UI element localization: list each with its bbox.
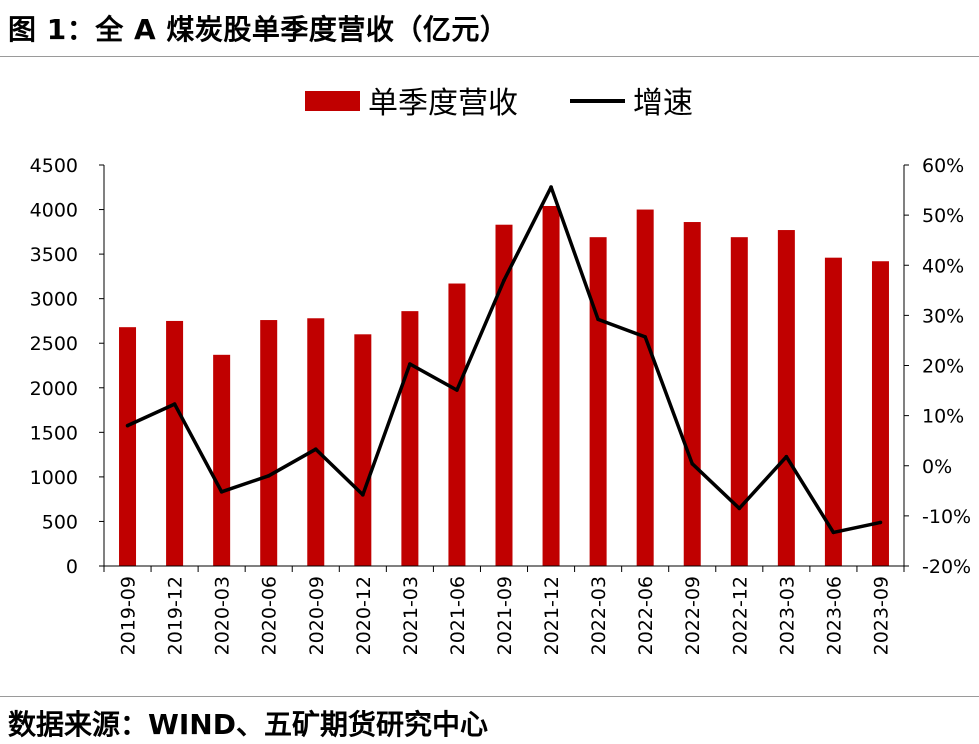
right-axis-tick-label: 40% — [922, 255, 964, 277]
x-axis-category-label: 2023-03 — [776, 576, 798, 655]
revenue-bar — [495, 224, 513, 566]
right-axis-tick-label: -20% — [922, 556, 971, 578]
growth-line-point — [502, 278, 506, 283]
x-axis-category-label: 2022-09 — [682, 576, 704, 655]
growth-line-point — [737, 506, 742, 511]
left-axis-tick-label: 0 — [66, 556, 78, 578]
revenue-bar — [636, 209, 654, 567]
x-axis-category-label: 2021-09 — [494, 576, 516, 655]
chart-legend: 单季度营收 增速 — [305, 86, 693, 121]
revenue-bar — [213, 354, 231, 566]
left-axis-tick-label: 500 — [42, 511, 78, 533]
right-axis-tick-label: 30% — [922, 305, 964, 327]
legend-swatch-revenue — [305, 91, 360, 111]
growth-line-point — [878, 520, 883, 525]
left-axis-tick-label: 1500 — [30, 422, 78, 444]
x-axis-category-label: 2022-12 — [729, 576, 751, 655]
x-axis-category-label: 2021-12 — [541, 576, 563, 655]
top-divider — [0, 56, 979, 57]
growth-line-point — [831, 530, 836, 535]
revenue-bars — [119, 205, 889, 567]
revenue-bar — [354, 334, 372, 566]
growth-line-point — [455, 388, 459, 392]
bottom-divider — [0, 696, 979, 697]
left-y-axis: 0 500 1000 1500 2000 2500 3000 3500 4000 4500 — [30, 155, 105, 578]
growth-line-point — [219, 490, 224, 494]
revenue-bar — [589, 237, 607, 566]
x-axis-category-label: 2019-12 — [165, 576, 187, 655]
source-note: 数据来源：WIND、五矿期货研究中心 — [8, 708, 488, 741]
revenue-bar — [542, 205, 560, 567]
right-axis-tick-label: -10% — [922, 506, 971, 528]
x-axis-category-label: 2020-03 — [212, 576, 234, 655]
right-axis-tick-label: 20% — [922, 356, 964, 378]
right-axis-tick-label: 60% — [922, 155, 964, 177]
x-axis-category-label: 2019-09 — [118, 576, 140, 655]
growth-line-point — [125, 423, 130, 428]
revenue-bar — [730, 237, 748, 566]
growth-line-point — [172, 402, 177, 406]
left-axis-tick-label: 1000 — [30, 467, 78, 489]
revenue-bar — [683, 222, 701, 566]
growth-line-point — [643, 335, 647, 339]
x-axis-category-label: 2020-06 — [259, 576, 281, 655]
left-axis-tick-label: 4000 — [30, 200, 78, 222]
growth-line-point — [408, 362, 412, 366]
right-axis-tick-label: 0% — [922, 456, 952, 478]
revenue-bar — [260, 320, 278, 566]
growth-line-series — [125, 185, 883, 535]
growth-line-point — [266, 473, 271, 478]
growth-line-point — [596, 317, 600, 322]
x-axis-category-label: 2023-06 — [823, 576, 845, 655]
revenue-bar — [777, 230, 795, 566]
x-axis: 2019-09 2019-12 2020-03 2020-06 2020-09 2020-… — [103, 565, 905, 655]
x-axis-category-label: 2021-03 — [400, 576, 422, 655]
revenue-bar — [166, 320, 184, 566]
revenue-bar — [307, 318, 325, 566]
growth-line-point — [361, 493, 365, 497]
revenue-bar — [401, 311, 419, 566]
revenue-bar — [824, 257, 842, 566]
legend-label-revenue: 单季度营收 — [368, 86, 518, 121]
revenue-bar — [119, 327, 137, 566]
figure-title: 图 1：全 A 煤炭股单季度营收（亿元） — [8, 13, 509, 46]
left-axis-tick-label: 4500 — [30, 155, 78, 177]
growth-line-point — [690, 461, 695, 466]
x-axis-category-label: 2020-09 — [306, 576, 328, 655]
right-y-axis: -20% -10% 0% 10% 20% 30% 40% 50% 60% — [903, 155, 971, 578]
legend-label-growth: 增速 — [633, 86, 693, 121]
growth-line-point — [313, 447, 318, 452]
left-axis-tick-label: 3000 — [30, 289, 78, 311]
x-axis-category-label: 2022-03 — [588, 576, 610, 655]
revenue-bar — [448, 283, 466, 566]
x-axis-category-label: 2020-12 — [353, 576, 375, 655]
growth-line-point — [549, 185, 553, 189]
growth-line-point — [784, 454, 789, 459]
x-axis-category-label: 2022-06 — [635, 576, 657, 655]
x-axis-category-label: 2021-06 — [447, 576, 469, 655]
right-axis-tick-label: 10% — [922, 406, 964, 428]
left-axis-tick-label: 2000 — [30, 378, 78, 400]
chart-canvas: 单季度营收 增速 0 500 1000 1500 2000 2500 3000 3500 400… — [30, 86, 971, 655]
revenue-bar — [871, 261, 889, 566]
right-axis-tick-label: 50% — [922, 205, 964, 227]
x-axis-category-label: 2023-09 — [870, 576, 892, 655]
left-axis-tick-label: 3500 — [30, 244, 78, 266]
left-axis-tick-label: 2500 — [30, 333, 78, 355]
